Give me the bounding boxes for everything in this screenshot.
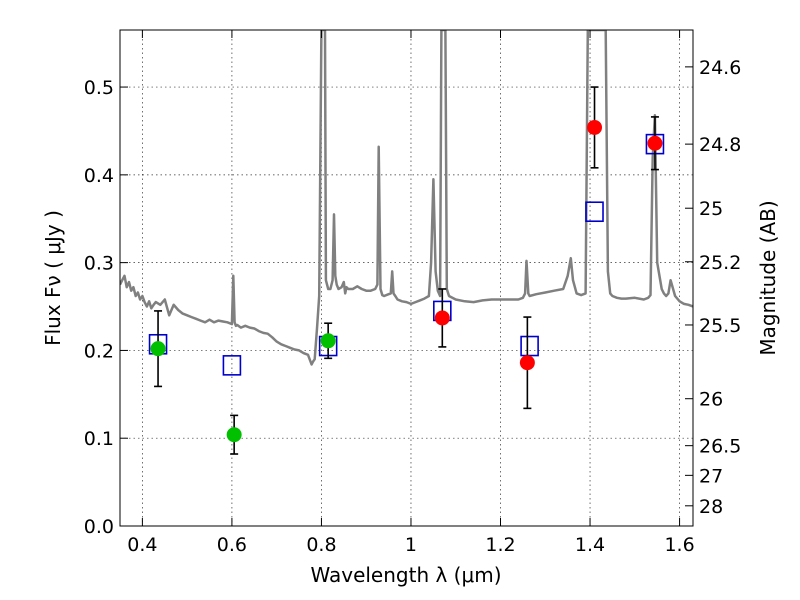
photometry-point <box>226 427 242 443</box>
right-axis-label: Magnitude (AB) <box>756 200 780 355</box>
x-tick-label: 1.2 <box>485 534 515 556</box>
photometry-point <box>519 355 535 371</box>
x-tick-label: 1.4 <box>575 534 605 556</box>
x-axis-label: Wavelength λ (μm) <box>310 563 501 587</box>
photometry-point <box>647 135 663 151</box>
x-tick-label: 0.4 <box>127 534 157 556</box>
x-tick-label: 0.8 <box>306 534 336 556</box>
ticks: 0.4 0.6 0.8 1 1.2 1.4 1.6 0.0 0.1 0.2 0.3 0.4 0.5 24.… <box>84 30 741 556</box>
y-axis-label: Flux Fν ( μJy ) <box>41 210 65 346</box>
photometry-point <box>320 333 336 349</box>
axes-frame <box>119 29 694 527</box>
right-tick-label: 25 <box>699 198 723 220</box>
y-tick-label: 0.5 <box>84 77 114 99</box>
x-tick-label: 0.6 <box>217 534 247 556</box>
right-tick-label: 28 <box>699 496 723 518</box>
photometry-point <box>150 341 166 357</box>
model-photometry-square <box>585 201 604 223</box>
right-tick-label: 24.8 <box>699 134 741 156</box>
right-tick-label: 25.5 <box>699 315 741 337</box>
right-tick-label: 25.2 <box>699 252 741 274</box>
spectrum-line <box>120 30 693 366</box>
right-tick-label: 27 <box>699 465 723 487</box>
y-tick-label: 0.1 <box>84 428 114 450</box>
y-tick-label: 0.0 <box>84 516 114 538</box>
photometry-point <box>587 119 603 135</box>
photometry-point <box>434 310 450 326</box>
right-tick-label: 26.5 <box>699 436 741 458</box>
model-photometry-square <box>520 335 539 357</box>
right-tick-label: 24.6 <box>699 57 741 79</box>
model-photometry-square <box>222 355 242 376</box>
y-tick-label: 0.3 <box>84 253 114 275</box>
y-tick-label: 0.2 <box>84 340 114 362</box>
x-tick-label: 1.6 <box>664 534 694 556</box>
x-tick-label: 1 <box>405 534 417 556</box>
y-tick-label: 0.4 <box>84 165 114 187</box>
right-tick-label: 26 <box>699 389 723 411</box>
plot-area <box>120 30 693 455</box>
